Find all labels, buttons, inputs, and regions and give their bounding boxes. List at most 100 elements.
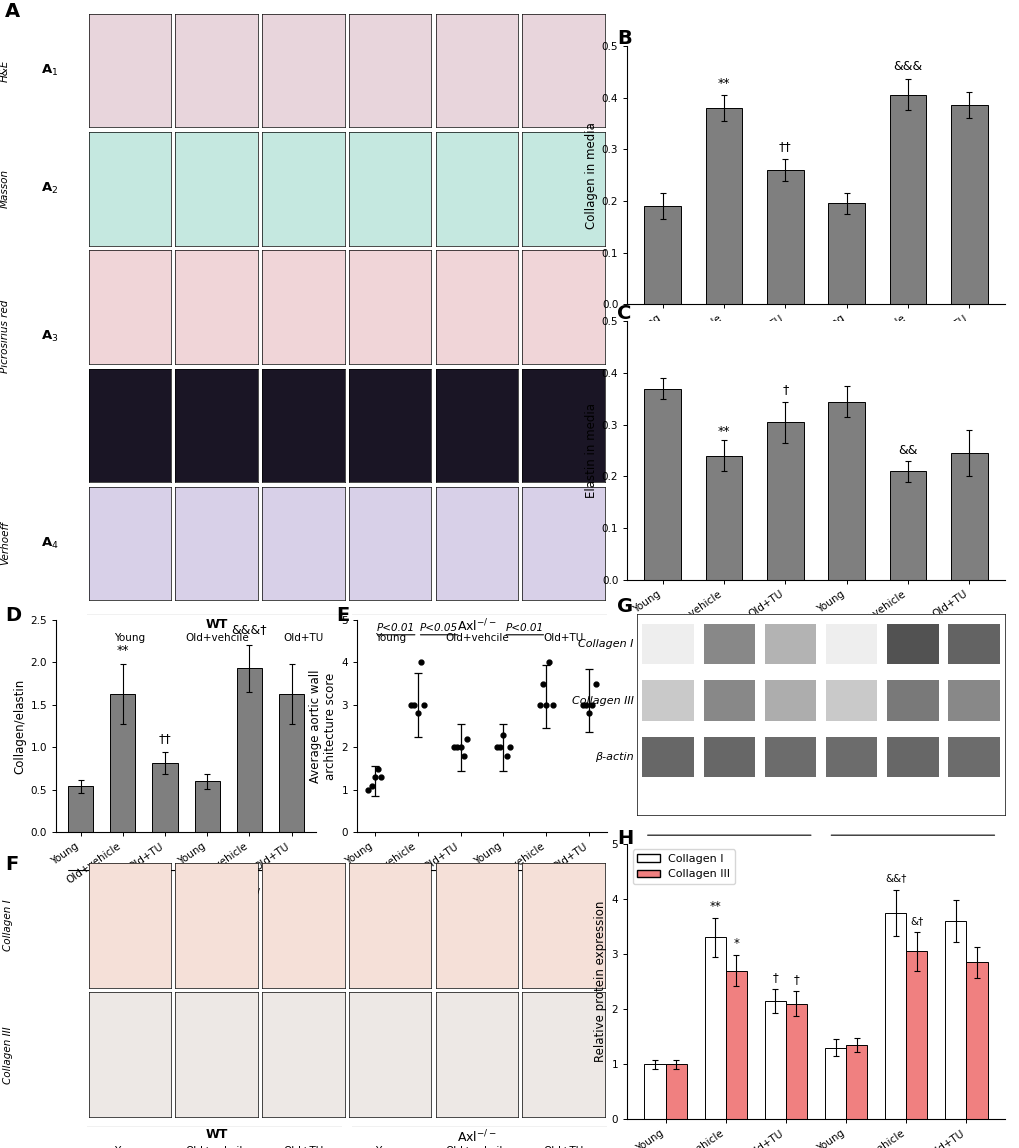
Bar xyxy=(644,207,681,304)
Bar xyxy=(889,471,925,580)
Bar xyxy=(825,737,876,777)
Text: Verhoeff: Verhoeff xyxy=(0,521,10,566)
Text: B: B xyxy=(616,29,631,48)
Bar xyxy=(236,668,262,832)
Bar xyxy=(703,681,754,721)
Text: **: ** xyxy=(116,644,129,658)
Bar xyxy=(705,108,742,304)
Bar xyxy=(642,625,693,665)
Bar xyxy=(764,625,815,665)
Text: Young: Young xyxy=(374,633,406,643)
Bar xyxy=(152,762,177,832)
Text: &†: &† xyxy=(909,916,922,926)
Text: Collagen I: Collagen I xyxy=(578,639,633,650)
Text: Old+vehcile: Old+vehcile xyxy=(681,871,729,914)
Text: D: D xyxy=(5,606,21,626)
Text: P<0.01: P<0.01 xyxy=(505,622,543,633)
Y-axis label: Collagen in media: Collagen in media xyxy=(584,122,597,228)
Text: Young: Young xyxy=(114,633,146,643)
Text: Axl$^{-/-}$: Axl$^{-/-}$ xyxy=(894,847,930,863)
Text: Axl$^{-/-}$: Axl$^{-/-}$ xyxy=(888,372,927,388)
Bar xyxy=(846,1045,866,1119)
Text: C: C xyxy=(616,304,631,324)
Text: Picrosirius red: Picrosirius red xyxy=(0,300,10,373)
Text: F: F xyxy=(5,855,18,875)
Text: P<0.05: P<0.05 xyxy=(420,622,458,633)
Text: Old+TU: Old+TU xyxy=(283,1146,323,1148)
Bar xyxy=(887,737,937,777)
Y-axis label: Average aortic wall
architecture score: Average aortic wall architecture score xyxy=(309,669,337,783)
Bar xyxy=(945,921,966,1119)
Text: &&&†: &&&† xyxy=(231,623,267,636)
Bar xyxy=(785,1003,806,1119)
Bar xyxy=(825,625,876,665)
Bar xyxy=(764,1001,785,1119)
Text: H: H xyxy=(616,829,633,848)
Text: A$_4$: A$_4$ xyxy=(41,536,58,551)
Text: Old+vehcile: Old+vehcile xyxy=(184,633,249,643)
Bar xyxy=(703,737,754,777)
Text: Collagen III: Collagen III xyxy=(3,1026,13,1084)
Bar xyxy=(764,681,815,721)
Bar xyxy=(764,737,815,777)
Text: P<0.01: P<0.01 xyxy=(377,622,415,633)
Text: β-actin: β-actin xyxy=(595,752,633,762)
Bar xyxy=(948,681,999,721)
Text: Axl$^{-/-}$: Axl$^{-/-}$ xyxy=(229,887,269,905)
Text: Old+vehcile: Old+vehcile xyxy=(184,1146,249,1148)
Text: ††: †† xyxy=(779,140,791,154)
Bar xyxy=(644,1064,664,1119)
Bar xyxy=(725,970,746,1119)
Text: Old+TU: Old+TU xyxy=(543,633,583,643)
Y-axis label: Relative protein expression: Relative protein expression xyxy=(594,901,607,1062)
Text: Old+vehcile: Old+vehcile xyxy=(444,1146,508,1148)
Bar xyxy=(827,402,864,580)
Bar xyxy=(889,95,925,304)
Bar xyxy=(966,962,986,1119)
Text: WT: WT xyxy=(718,847,739,860)
Bar xyxy=(824,1048,846,1119)
Text: A$_3$: A$_3$ xyxy=(41,329,58,344)
Text: Young: Young xyxy=(374,1146,406,1148)
Bar xyxy=(642,737,693,777)
Bar xyxy=(887,625,937,665)
Text: Old+TU: Old+TU xyxy=(941,871,973,900)
Bar xyxy=(950,453,986,580)
Text: G: G xyxy=(616,597,633,616)
Text: WT: WT xyxy=(113,887,132,900)
Text: **: ** xyxy=(717,425,730,437)
Bar xyxy=(884,913,906,1119)
Y-axis label: Elastin in media: Elastin in media xyxy=(584,403,597,498)
Bar xyxy=(644,388,681,580)
Text: WT: WT xyxy=(713,372,734,385)
Text: A$_2$: A$_2$ xyxy=(41,181,58,196)
Text: A: A xyxy=(5,2,20,22)
Text: †: † xyxy=(771,971,777,984)
Text: WT: WT xyxy=(408,887,427,900)
Text: &&†: &&† xyxy=(884,874,906,884)
Text: ††: †† xyxy=(159,731,171,745)
Text: E: E xyxy=(336,606,350,626)
Text: Old+vehcile: Old+vehcile xyxy=(864,871,912,914)
Bar xyxy=(827,203,864,304)
Text: **: ** xyxy=(708,900,720,913)
Text: Collagen III: Collagen III xyxy=(572,696,633,706)
Text: A$_1$: A$_1$ xyxy=(41,63,58,78)
Bar xyxy=(642,681,693,721)
Bar xyxy=(906,952,926,1119)
Bar xyxy=(887,681,937,721)
Text: &&&: &&& xyxy=(893,60,921,72)
Text: **: ** xyxy=(717,77,730,90)
Bar xyxy=(948,625,999,665)
Y-axis label: Collagen/elastin: Collagen/elastin xyxy=(13,678,26,774)
Text: *: * xyxy=(733,937,739,949)
Bar xyxy=(68,786,93,832)
Text: Young: Young xyxy=(114,1146,146,1148)
Text: Old+TU: Old+TU xyxy=(757,871,790,900)
Text: WT: WT xyxy=(206,1128,227,1141)
Text: Axl$^{-/-}$: Axl$^{-/-}$ xyxy=(457,618,496,634)
Bar xyxy=(279,693,304,832)
Bar xyxy=(704,938,725,1119)
Text: Axl$^{-/-}$: Axl$^{-/-}$ xyxy=(526,887,566,905)
Bar xyxy=(110,693,136,832)
